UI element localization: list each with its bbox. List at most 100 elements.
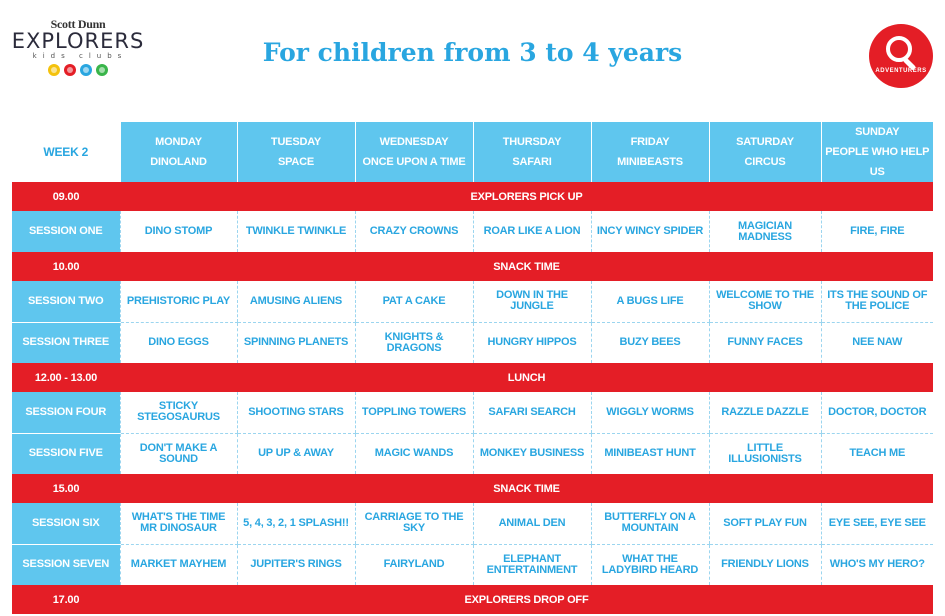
activity-cell: FAIRYLAND	[354, 544, 473, 585]
day-name: MONDAY	[155, 136, 202, 148]
activity-timetable: WEEK 2 MONDAY DINOLAND TUESDAY SPACE WEDNESD…	[12, 122, 933, 614]
week-label: WEEK 2	[12, 122, 120, 182]
activity-cell: MINIBEAST HUNT	[590, 433, 709, 474]
activity-cell: TOPPLING TOWERS	[354, 392, 473, 434]
activity-cell: UP UP & AWAY	[236, 433, 355, 474]
activity-cell: ITS THE SOUND OF THE POLICE	[820, 281, 933, 323]
activity-cell: TWINKLE TWINKLE	[236, 211, 355, 252]
activity-cell: WHAT THE LADYBIRD HEARD	[590, 544, 709, 585]
activity-cell: STICKY STEGOSAURUS	[119, 392, 237, 434]
session-row: SESSION ONE DINO STOMP TWINKLE TWINKLE CRAZ…	[12, 211, 933, 252]
session-label: SESSION THREE	[12, 322, 120, 363]
blue-circle-icon	[80, 64, 92, 76]
break-row: 12.00 - 13.00 LUNCH	[12, 363, 933, 392]
page-title: For children from 3 to 4 years	[262, 38, 683, 67]
day-theme: PEOPLE WHO HELP US	[825, 146, 930, 178]
break-row: 09.00 EXPLORERS PICK UP	[12, 182, 933, 211]
activity-cell: MAGICIAN MADNESS	[708, 211, 821, 252]
activity-cell: ROAR LIKE A LION	[472, 211, 591, 252]
time-label: 15.00	[12, 474, 120, 503]
activity-cell: DOWN IN THE JUNGLE	[472, 281, 591, 323]
day-theme: CIRCUS	[744, 156, 786, 168]
break-activity: EXPLORERS DROP OFF	[120, 585, 933, 614]
activity-cell: WHAT'S THE TIME MR DINOSAUR	[119, 503, 237, 545]
activity-cell: HUNGRY HIPPOS	[472, 322, 591, 363]
activity-cell: TEACH ME	[820, 433, 933, 474]
day-header: TUESDAY SPACE	[236, 122, 355, 182]
break-row: 17.00 EXPLORERS DROP OFF	[12, 585, 933, 614]
activity-cell: PAT A CAKE	[354, 281, 473, 323]
activity-cell: SHOOTING STARS	[236, 392, 355, 434]
header-row: WEEK 2 MONDAY DINOLAND TUESDAY SPACE WEDNESD…	[12, 122, 933, 182]
day-name: SATURDAY	[736, 136, 794, 148]
activity-cell: FUNNY FACES	[708, 322, 821, 363]
day-name: WEDNESDAY	[379, 136, 449, 148]
day-header: SATURDAY CIRCUS	[708, 122, 821, 182]
break-activity: SNACK TIME	[120, 474, 933, 503]
activity-cell: DINO EGGS	[119, 322, 237, 363]
activity-cell: JUPITER'S RINGS	[236, 544, 355, 585]
session-row: SESSION TWO PREHISTORIC PLAY AMUSING ALIEN…	[12, 281, 933, 323]
session-row: SESSION FOUR STICKY STEGOSAURUS SHOOTING S…	[12, 392, 933, 434]
logo-icons	[8, 64, 148, 76]
activity-cell: SOFT PLAY FUN	[708, 503, 821, 545]
adventurers-badge: ADVENTURERS	[869, 24, 933, 88]
activity-cell: SAFARI SEARCH	[472, 392, 591, 434]
day-theme: ONCE UPON A TIME	[362, 156, 466, 168]
day-theme: SPACE	[277, 156, 315, 168]
day-name: TUESDAY	[270, 136, 322, 148]
activity-cell: CRAZY CROWNS	[354, 211, 473, 252]
day-header: WEDNESDAY ONCE UPON A TIME	[354, 122, 473, 182]
session-label: SESSION FOUR	[12, 392, 120, 434]
yellow-circle-icon	[48, 64, 60, 76]
day-header: MONDAY DINOLAND	[119, 122, 237, 182]
activity-cell: RAZZLE DAZZLE	[708, 392, 821, 434]
session-row: SESSION SIX WHAT'S THE TIME MR DINOSAUR 5,…	[12, 503, 933, 545]
break-activity: EXPLORERS PICK UP	[120, 182, 933, 211]
session-label: SESSION SEVEN	[12, 544, 120, 585]
activity-cell: 5, 4, 3, 2, 1 SPLASH!!	[236, 503, 355, 545]
day-name: THURSDAY	[502, 136, 562, 148]
activity-cell: ELEPHANT ENTERTAINMENT	[472, 544, 591, 585]
day-name: SUNDAY	[855, 126, 900, 138]
activity-cell: DINO STOMP	[119, 211, 237, 252]
time-label: 09.00	[12, 182, 120, 211]
activity-cell: WELCOME TO THE SHOW	[708, 281, 821, 323]
time-label: 17.00	[12, 585, 120, 614]
time-label: 12.00 - 13.00	[12, 363, 120, 392]
session-label: SESSION ONE	[12, 211, 120, 252]
activity-cell: DON'T MAKE A SOUND	[119, 433, 237, 474]
session-label: SESSION SIX	[12, 503, 120, 545]
activity-cell: EYE SEE, EYE SEE	[820, 503, 933, 545]
activity-cell: MARKET MAYHEM	[119, 544, 237, 585]
activity-cell: LITTLE ILLUSIONISTS	[708, 433, 821, 474]
session-label: SESSION TWO	[12, 281, 120, 323]
activity-cell: BUTTERFLY ON A MOUNTAIN	[590, 503, 709, 545]
explorers-logo: Scott Dunn EXPLORERS kids clubs	[8, 18, 148, 76]
day-theme: MINIBEASTS	[617, 156, 683, 168]
break-activity: SNACK TIME	[120, 252, 933, 281]
activity-cell: INCY WINCY SPIDER	[590, 211, 709, 252]
day-theme: DINOLAND	[150, 156, 207, 168]
day-header: THURSDAY SAFARI	[472, 122, 591, 182]
activity-cell: A BUGS LIFE	[590, 281, 709, 323]
activity-cell: WIGGLY WORMS	[590, 392, 709, 434]
activity-cell: WHO'S MY HERO?	[820, 544, 933, 585]
badge-label: ADVENTURERS	[875, 68, 927, 74]
red-circle-icon	[64, 64, 76, 76]
timetable-body: 09.00 EXPLORERS PICK UP SESSION ONE DINO ST…	[12, 182, 933, 614]
day-header: SUNDAY PEOPLE WHO HELP US	[820, 122, 933, 182]
session-label: SESSION FIVE	[12, 433, 120, 474]
activity-cell: DOCTOR, DOCTOR	[820, 392, 933, 434]
break-row: 15.00 SNACK TIME	[12, 474, 933, 503]
session-row: SESSION THREE DINO EGGS SPINNING PLANETS KN…	[12, 322, 933, 363]
green-circle-icon	[96, 64, 108, 76]
activity-cell: FIRE, FIRE	[820, 211, 933, 252]
activity-cell: FRIENDLY LIONS	[708, 544, 821, 585]
activity-cell: PREHISTORIC PLAY	[119, 281, 237, 323]
logo-subtitle: kids clubs	[32, 52, 128, 60]
time-label: 10.00	[12, 252, 120, 281]
activity-cell: NEE NAW	[820, 322, 933, 363]
activity-cell: ANIMAL DEN	[472, 503, 591, 545]
logo-name: EXPLORERS	[11, 29, 145, 53]
